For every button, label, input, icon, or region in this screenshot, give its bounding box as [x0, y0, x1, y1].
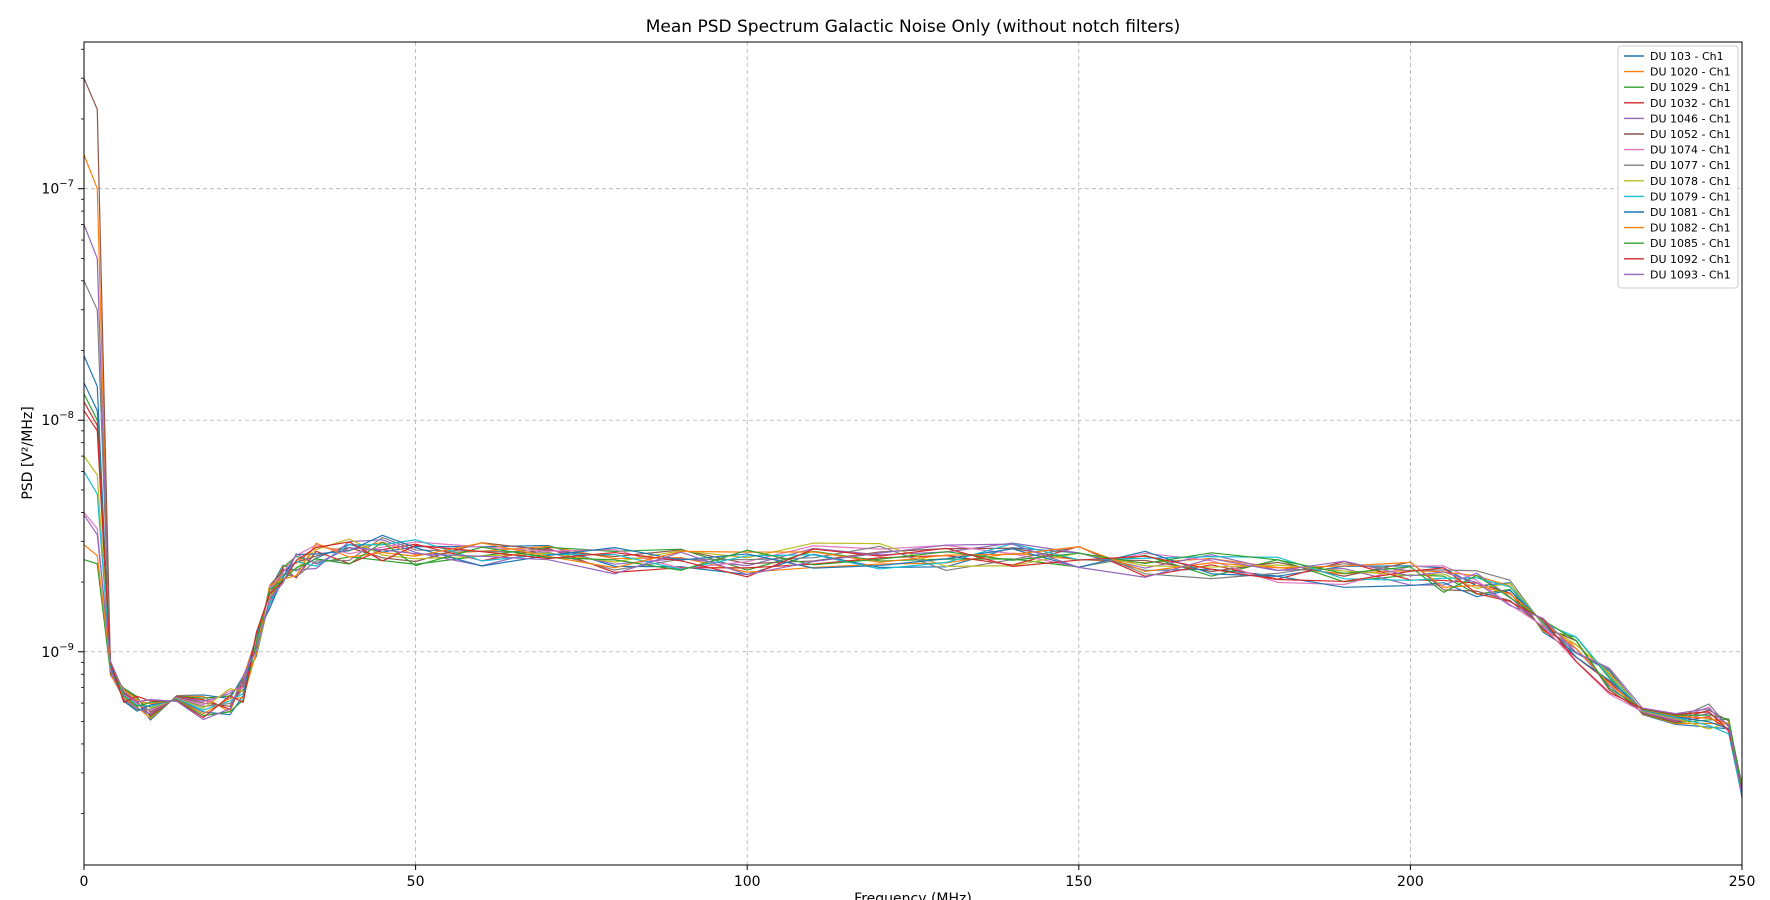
- y-tick-exponent: −9: [59, 642, 74, 653]
- y-tick-label: 10−9: [41, 642, 74, 661]
- legend-label: DU 1082 - Ch1: [1650, 222, 1731, 235]
- y-tick-exponent: −8: [59, 410, 74, 421]
- legend-label: DU 1079 - Ch1: [1650, 190, 1731, 203]
- series-lines: [84, 77, 1742, 799]
- legend-label: DU 1029 - Ch1: [1650, 81, 1731, 94]
- y-tick-base: 10: [41, 645, 59, 661]
- y-tick-label: 10−7: [41, 179, 74, 198]
- x-axis-label: Frequency (MHz): [854, 891, 972, 900]
- legend-label: DU 1093 - Ch1: [1650, 268, 1731, 281]
- legend-label: DU 1092 - Ch1: [1650, 253, 1731, 266]
- legend-label: DU 1081 - Ch1: [1650, 206, 1731, 219]
- x-tick-label: 50: [407, 874, 425, 890]
- y-tick-label: 10−8: [41, 410, 74, 429]
- legend-label: DU 1032 - Ch1: [1650, 97, 1731, 110]
- y-tick-base: 10: [41, 182, 59, 198]
- legend: DU 103 - Ch1 DU 1020 - Ch1 DU 1029 - Ch1 DU…: [1617, 45, 1739, 289]
- chart-title: Mean PSD Spectrum Galactic Noise Only (w…: [646, 17, 1181, 37]
- x-tick-label: 200: [1397, 874, 1424, 890]
- series-line: [84, 514, 1742, 796]
- y-tick-exponent: −7: [59, 179, 74, 190]
- grid: [84, 42, 1742, 865]
- plot-frame: [83, 41, 1743, 866]
- series-line: [84, 512, 1742, 789]
- legend-label: DU 1074 - Ch1: [1650, 144, 1731, 157]
- legend-label: DU 1052 - Ch1: [1650, 128, 1731, 141]
- y-tick-base: 10: [41, 413, 59, 429]
- legend-label: DU 1020 - Ch1: [1650, 66, 1731, 79]
- x-tick-label: 250: [1729, 874, 1756, 890]
- y-axis-label: PSD [V²/MHz]: [20, 406, 36, 499]
- legend-label: DU 1085 - Ch1: [1650, 237, 1731, 250]
- legend-label: DU 1046 - Ch1: [1650, 112, 1731, 125]
- x-tick-label: 100: [734, 874, 761, 890]
- legend-label: DU 1078 - Ch1: [1650, 175, 1731, 188]
- legend-label: DU 1077 - Ch1: [1650, 159, 1731, 172]
- x-tick-label: 150: [1065, 874, 1092, 890]
- x-tick-label: 0: [80, 874, 89, 890]
- legend-box: [1617, 45, 1739, 289]
- legend-label: DU 103 - Ch1: [1650, 50, 1724, 63]
- axis-ticks: [78, 48, 1743, 870]
